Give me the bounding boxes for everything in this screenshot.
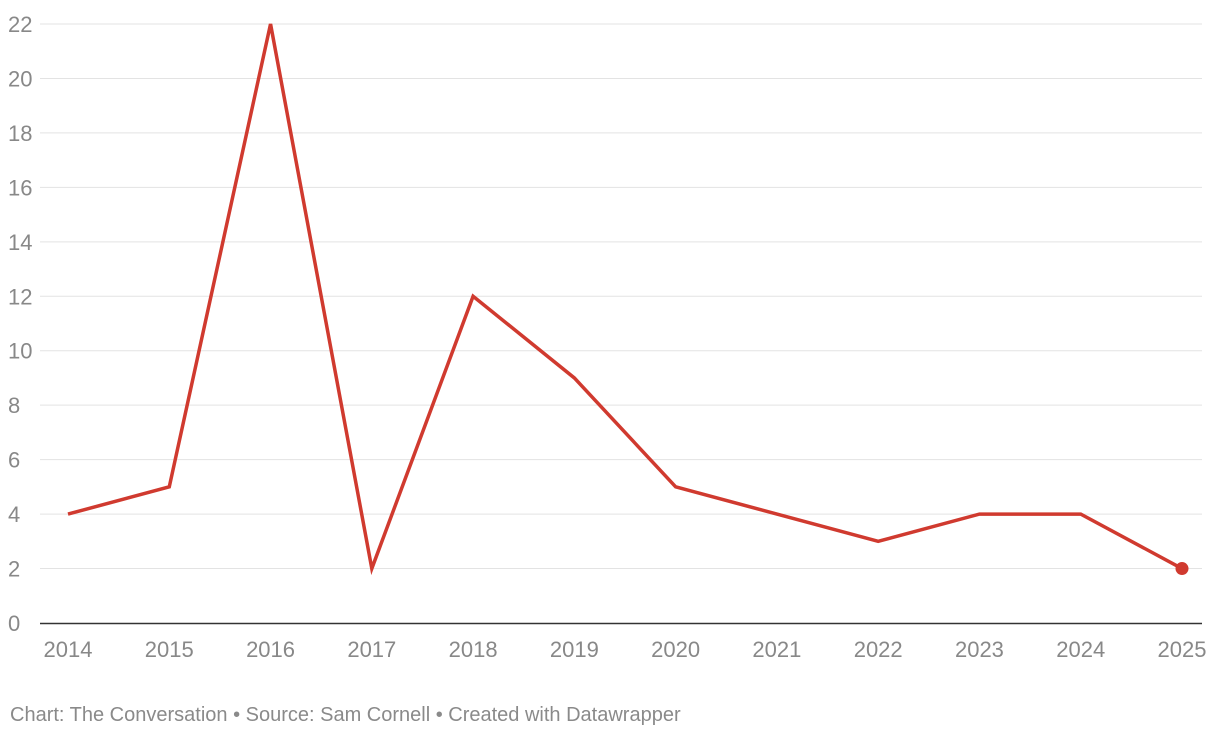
x-tick-label: 2023: [955, 637, 1004, 662]
x-tick-label: 2019: [550, 637, 599, 662]
y-tick-label: 12: [8, 284, 32, 309]
x-tick-label: 2014: [44, 637, 93, 662]
y-tick-label: 2: [8, 557, 20, 582]
x-tick-label: 2015: [145, 637, 194, 662]
x-tick-label: 2025: [1158, 637, 1207, 662]
y-tick-label: 22: [8, 12, 32, 37]
gridlines: [40, 23, 1202, 570]
x-tick-label: 2018: [449, 637, 498, 662]
series-layer: [67, 23, 1189, 576]
x-tick-label: 2017: [347, 637, 396, 662]
x-tick-label: 2020: [651, 637, 700, 662]
y-tick-label: 8: [8, 393, 20, 418]
x-tick-label: 2016: [246, 637, 295, 662]
y-tick-label: 20: [8, 66, 32, 91]
y-tick-label: 4: [8, 502, 20, 527]
x-tick-label: 2024: [1056, 637, 1105, 662]
y-tick-label: 14: [8, 230, 32, 255]
y-tick-label: 6: [8, 448, 20, 473]
y-tick-label: 0: [8, 611, 20, 636]
x-tick-label: 2021: [752, 637, 801, 662]
y-tick-label: 16: [8, 175, 32, 200]
y-tick-label: 10: [8, 339, 32, 364]
chart-footer-credits: Chart: The Conversation • Source: Sam Co…: [10, 704, 681, 726]
y-tick-label: 18: [8, 121, 32, 146]
series-line: [67, 23, 1183, 576]
x-tick-label: 2022: [854, 637, 903, 662]
series-end-point: [1175, 562, 1189, 576]
y-axis-tick-labels: 0 2 4 6 8 10 12 14 16 18 20 22: [8, 12, 32, 636]
x-axis-tick-labels: 2014 2015 2016 2017 2018 2019 2020 2021 2022 2023…: [44, 637, 1207, 662]
